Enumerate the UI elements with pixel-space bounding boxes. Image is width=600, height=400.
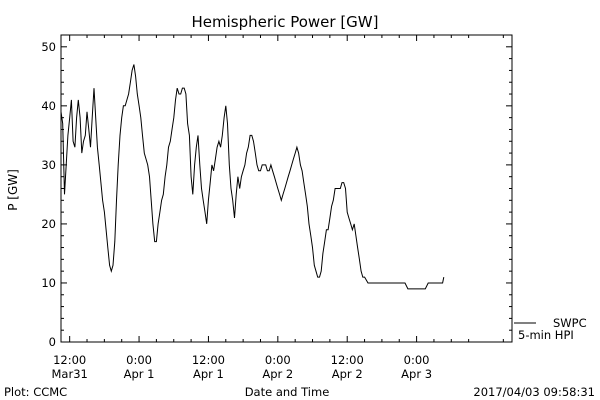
y-tick-label: 0 xyxy=(49,335,56,349)
x-tick-label-time: 0:00 xyxy=(404,353,430,367)
chart-title: Hemispheric Power [GW] xyxy=(192,13,379,31)
x-tick-label-date: Mar31 xyxy=(52,367,88,381)
x-tick-label-date: Apr 2 xyxy=(262,367,293,381)
y-tick-label: 20 xyxy=(41,217,56,231)
x-tick-label-date: Apr 1 xyxy=(124,367,155,381)
plot-border xyxy=(60,34,513,343)
legend-label-swpc: SWPC xyxy=(553,316,587,330)
x-tick-label-time: 12:00 xyxy=(192,353,225,367)
x-tick-label-time: 0:00 xyxy=(126,353,152,367)
x-tick-label-date: Apr 1 xyxy=(193,367,224,381)
x-tick-label-date: Apr 2 xyxy=(332,367,363,381)
plot-frame xyxy=(60,34,513,343)
footer-timestamp: 2017/04/03 09:58:31 xyxy=(473,385,595,399)
x-tick-label-date: Apr 3 xyxy=(401,367,432,381)
y-tick-label: 10 xyxy=(41,276,56,290)
series-line-swpc xyxy=(60,64,445,290)
x-tick-label-time: 0:00 xyxy=(265,353,291,367)
legend: SWPC 5-min HPI xyxy=(514,316,587,342)
x-axis-label: Date and Time xyxy=(245,385,330,399)
y-tick-label: 40 xyxy=(41,99,56,113)
x-tick-label-time: 12:00 xyxy=(53,353,86,367)
y-axis: 0 10 20 30 40 50 xyxy=(41,40,512,349)
series-layer xyxy=(60,64,445,290)
y-tick-label: 30 xyxy=(41,158,56,172)
y-axis-label: P [GW] xyxy=(6,169,20,211)
footer-credit: Plot: CCMC xyxy=(4,385,67,399)
legend-label-5min-hpi: 5-min HPI xyxy=(518,328,574,342)
x-tick-label-time: 12:00 xyxy=(331,353,364,367)
y-tick-label: 50 xyxy=(41,40,56,54)
